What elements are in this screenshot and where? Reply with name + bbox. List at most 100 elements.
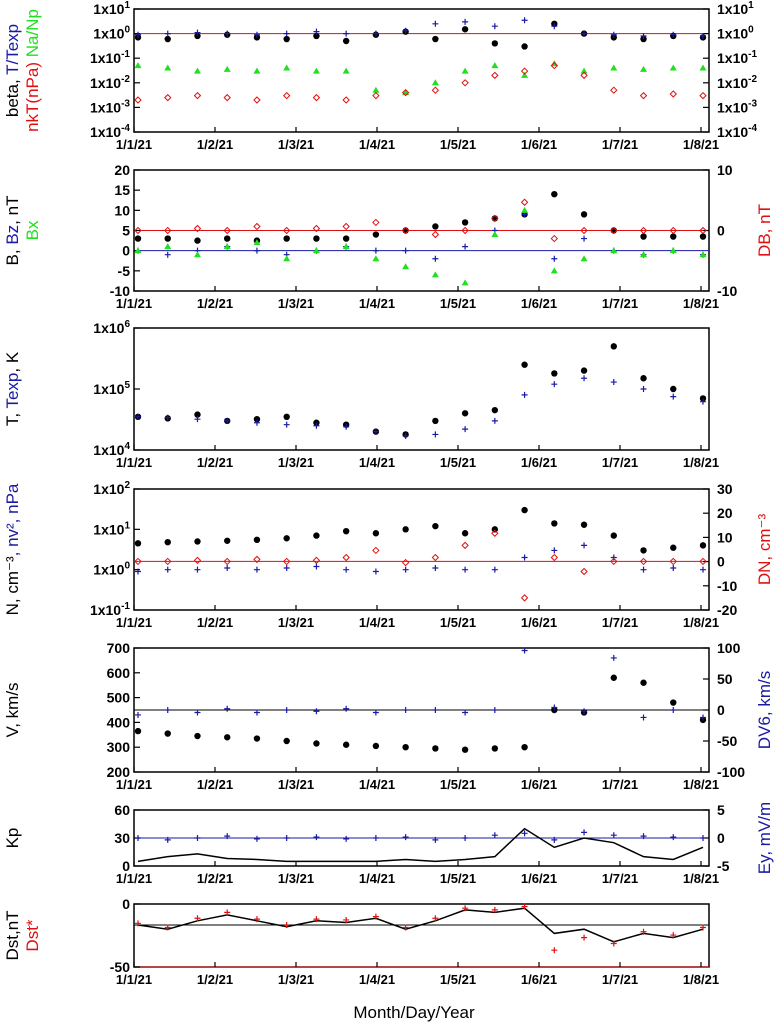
data-point [223, 243, 231, 250]
data-point [551, 836, 558, 843]
data-point [700, 566, 706, 573]
data-point [581, 708, 588, 715]
data-point [253, 735, 261, 742]
data-point [491, 215, 499, 222]
data-point [432, 707, 439, 713]
data-point [134, 557, 142, 566]
data-point [283, 413, 290, 421]
x-tick-label: 1/4/21 [359, 871, 395, 886]
data-point [313, 916, 320, 923]
data-point [669, 64, 677, 71]
data-point [313, 28, 320, 35]
data-point [253, 835, 260, 842]
right-tick-label: -100 [717, 764, 745, 780]
data-point [135, 835, 141, 841]
data-point [551, 381, 558, 388]
data-point [164, 35, 171, 43]
x-tick-label: 1/1/21 [116, 137, 152, 152]
data-point [342, 37, 350, 45]
left-tick-label: 1x100 [93, 25, 130, 42]
x-tick-label: 1/8/21 [683, 615, 719, 630]
data-point [402, 834, 409, 841]
data-point [670, 393, 677, 400]
x-tick-label: 1/4/21 [359, 615, 395, 630]
data-point [670, 707, 677, 713]
data-point [551, 520, 558, 527]
data-point [224, 30, 231, 37]
left-tick-label: 10 [114, 202, 130, 218]
data-point [491, 417, 498, 424]
data-point [164, 836, 171, 843]
data-point [342, 243, 350, 250]
data-point [521, 206, 529, 213]
x-tick-label: 1/3/21 [278, 972, 314, 987]
data-point [343, 30, 350, 37]
data-point [610, 379, 617, 386]
data-point [135, 568, 141, 575]
data-point [462, 18, 469, 25]
data-point [194, 709, 201, 716]
panel-frame [133, 488, 710, 611]
x-tick-label: 1/5/21 [440, 972, 476, 987]
data-point [610, 554, 617, 561]
data-point [134, 540, 142, 547]
panel-5: 200 300 400 500 600 700 -100 -50 0 50 100 1/1/21 1/2… [3, 640, 774, 792]
data-point [461, 746, 469, 753]
data-point [135, 413, 141, 420]
x-tick-label: 1/8/21 [683, 871, 719, 886]
left-tick-label: 200 [107, 764, 131, 780]
data-point [343, 705, 350, 712]
data-point [491, 832, 498, 839]
series-line-1 [137, 907, 704, 943]
x-tick-label: 1/4/21 [359, 972, 395, 987]
data-point [164, 414, 171, 421]
data-point [462, 905, 469, 912]
data-point [432, 20, 439, 27]
data-point [282, 91, 291, 100]
data-point [699, 557, 707, 566]
data-point [580, 367, 588, 374]
data-point [164, 243, 172, 250]
data-point [550, 61, 559, 70]
data-point [491, 529, 499, 537]
panel-frame [133, 8, 710, 133]
data-point [521, 17, 528, 24]
panel-frame [133, 903, 710, 968]
data-point [491, 40, 499, 47]
x-tick-label: 1/8/21 [683, 777, 719, 792]
data-point [164, 538, 171, 546]
x-tick-label: 1/2/21 [197, 972, 233, 987]
data-point [342, 235, 350, 242]
data-point [224, 734, 231, 741]
data-point [194, 237, 201, 244]
data-point [283, 64, 291, 71]
x-tick-label: 1/4/21 [359, 137, 395, 152]
x-tick-label: 1/2/21 [197, 137, 233, 152]
data-point [551, 704, 558, 711]
right-tick-label: -20 [717, 602, 737, 618]
x-tick-label: 1/1/21 [116, 871, 152, 886]
x-tick-label: 1/3/21 [278, 455, 314, 470]
data-point [194, 732, 201, 740]
left-tick-label: 600 [107, 665, 131, 681]
data-point [700, 398, 706, 405]
left-tick-label: -50 [110, 959, 130, 975]
data-point [520, 67, 529, 75]
data-point [401, 88, 410, 97]
data-point [224, 235, 231, 242]
left-axis-label-2: Dst* [23, 919, 42, 952]
data-point [283, 707, 290, 713]
data-point [700, 32, 706, 39]
x-tick-label: 1/3/21 [278, 615, 314, 630]
left-tick-label: 400 [107, 714, 131, 730]
data-point [343, 423, 350, 430]
data-point [610, 247, 618, 254]
data-point [402, 227, 409, 234]
data-point [372, 742, 380, 750]
x-tick-label: 1/3/21 [278, 871, 314, 886]
data-point [639, 226, 648, 235]
x-tick-label: 1/2/21 [197, 777, 233, 792]
data-point [253, 239, 261, 246]
data-point [521, 830, 528, 837]
left-tick-label: 1x10-1 [90, 49, 130, 66]
